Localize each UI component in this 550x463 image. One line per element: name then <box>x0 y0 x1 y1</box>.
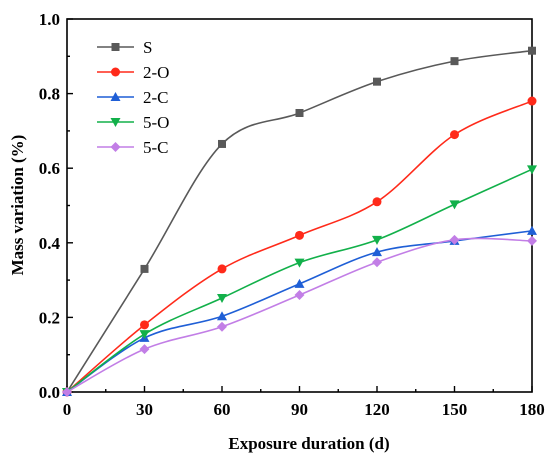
legend-item-5-o: 5-O <box>97 113 169 132</box>
data-point-5-o <box>449 200 460 210</box>
data-point-s <box>450 57 459 66</box>
x-tick-label: 120 <box>364 400 390 419</box>
x-tick-label: 60 <box>214 400 231 419</box>
data-point-2-o <box>527 96 537 106</box>
legend-item-s: S <box>97 38 152 57</box>
data-point-5-c <box>527 235 537 246</box>
legend-label: 5-O <box>143 113 169 132</box>
data-point-s <box>528 46 536 55</box>
legend-item-2-o: 2-O <box>97 63 169 82</box>
data-point-2-c <box>217 311 227 321</box>
y-tick-label: 0.8 <box>39 85 60 104</box>
series-2-c <box>62 225 537 396</box>
data-point-5-c <box>139 344 150 355</box>
x-tick-label: 180 <box>519 400 545 419</box>
series-line-2-c <box>66 230 533 393</box>
y-tick-label: 0.2 <box>39 308 60 327</box>
legend-item-5-c: 5-C <box>97 138 169 157</box>
axes: 0 30 60 90 120 150 180 0.0 0.2 0.4 0.6 0.8 1.0 <box>39 10 545 419</box>
data-point-2-c <box>527 225 537 235</box>
data-point-2-o <box>295 230 304 240</box>
x-axis-title: Exposure duration (d) <box>228 434 389 453</box>
data-point-5-o <box>527 165 537 175</box>
data-point-5-o <box>217 294 227 304</box>
legend-label: 2-C <box>143 88 169 107</box>
x-tick-label: 90 <box>291 400 308 419</box>
data-point-5-c <box>62 387 72 397</box>
data-point-s <box>373 77 381 86</box>
data-point-s <box>218 139 226 148</box>
legend-marker <box>110 118 121 127</box>
data-point-2-c <box>294 278 305 288</box>
series-5-o <box>62 165 537 397</box>
legend-marker <box>111 43 120 51</box>
series-5-c <box>62 234 537 397</box>
data-point-5-c <box>217 321 227 332</box>
series-line-2-o <box>66 100 533 393</box>
y-tick-label: 1.0 <box>39 10 60 29</box>
plot-frame <box>66 18 533 393</box>
data-point-2-o <box>372 197 382 207</box>
data-point-5-c <box>294 290 305 301</box>
legend-marker <box>111 67 120 77</box>
data-point-2-o <box>217 264 227 274</box>
data-point-2-c <box>372 247 382 257</box>
data-point-5-o <box>139 330 150 340</box>
data-point-s <box>140 264 149 273</box>
y-tick-label: 0.6 <box>39 159 60 178</box>
legend-marker <box>110 142 121 152</box>
data-point-5-o <box>372 235 382 245</box>
y-axis-title: Mass variation (%) <box>8 135 27 276</box>
legend-item-2-c: 2-C <box>97 88 169 107</box>
legend-label: 5-C <box>143 138 169 157</box>
series-layer <box>62 46 537 397</box>
y-tick-label: 0.4 <box>39 234 61 253</box>
legend-label: 2-O <box>143 63 169 82</box>
data-point-2-o <box>450 130 459 140</box>
data-point-5-c <box>372 257 382 268</box>
x-tick-label: 150 <box>442 400 468 419</box>
x-tick-label: 0 <box>63 400 72 419</box>
data-point-2-o <box>140 320 149 330</box>
series-line-s <box>66 49 533 393</box>
series-2-o <box>62 96 537 397</box>
x-tick-label: 30 <box>136 400 153 419</box>
y-tick-label: 0.0 <box>39 383 60 402</box>
legend: S 2-O 2-C 5-O 5-C <box>97 38 169 157</box>
legend-marker <box>110 92 121 101</box>
legend-label: S <box>143 38 152 57</box>
data-point-5-c <box>449 234 460 245</box>
data-point-s <box>295 108 304 117</box>
data-point-5-o <box>294 258 305 268</box>
